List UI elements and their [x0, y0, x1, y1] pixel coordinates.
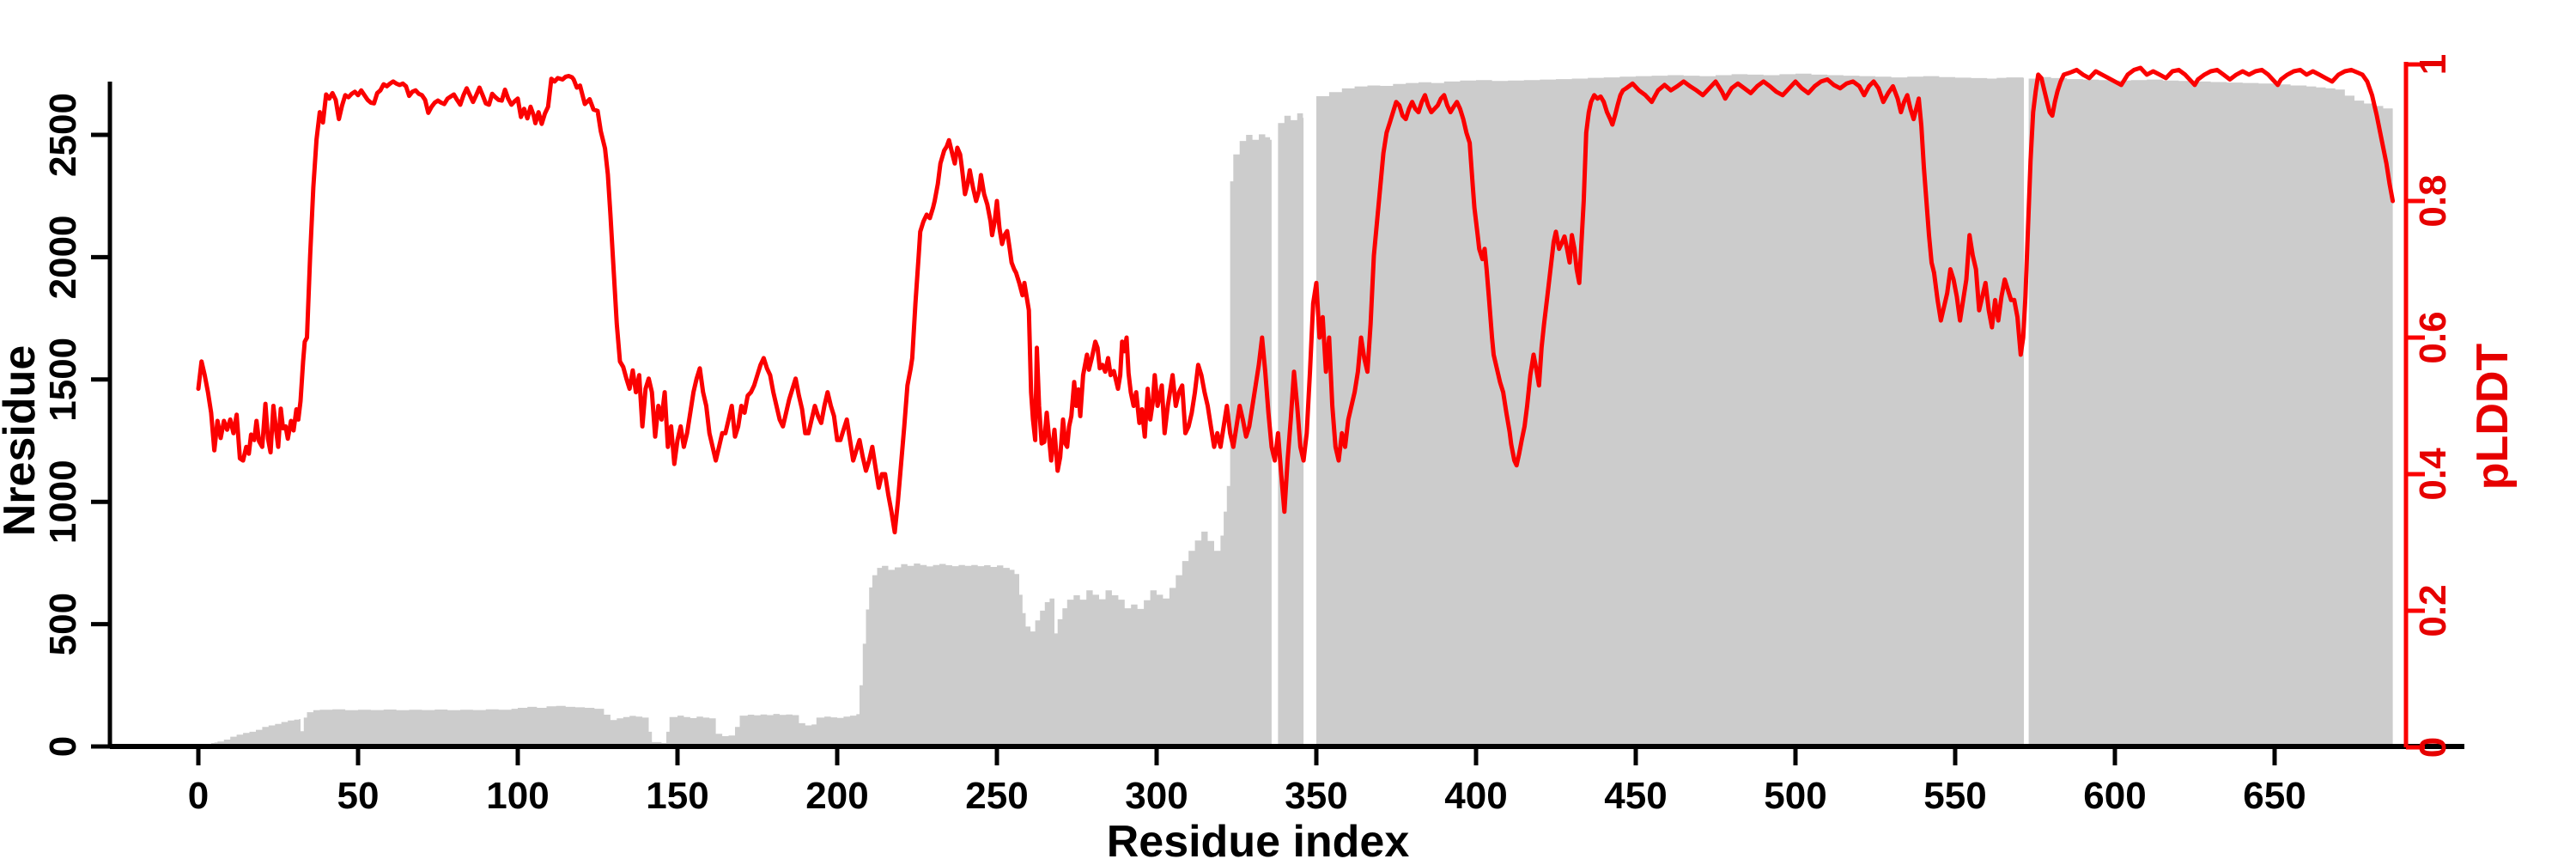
- x-tick-label: 500: [1764, 775, 1826, 817]
- x-tick-label: 0: [188, 775, 209, 817]
- right-tick-label: 0.2: [2412, 584, 2454, 637]
- right-axis: 0 0.2 0.4 0.6 0.8 1 pLDDT: [2403, 54, 2518, 758]
- x-tick-label: 300: [1125, 775, 1188, 817]
- x-tick-label: 50: [337, 775, 380, 817]
- left-tick-label: 500: [42, 593, 84, 655]
- right-tick-label: 1: [2412, 54, 2454, 75]
- right-axis-title: pLDDT: [2468, 344, 2518, 490]
- x-tick-label: 200: [805, 775, 868, 817]
- left-axis-title: Nresidue: [0, 345, 45, 537]
- left-tick-label: 2500: [42, 93, 84, 177]
- bottom-axis: 0 50 100 150 200 250 300 350 400 450 500 550 600 650 …: [110, 744, 2464, 859]
- x-tick-label: 400: [1444, 775, 1507, 817]
- x-axis-title: Residue index: [1107, 817, 1410, 859]
- x-tick-label: 250: [965, 775, 1028, 817]
- right-tick-label: 0: [2412, 737, 2454, 758]
- x-tick-label: 350: [1285, 775, 1347, 817]
- x-tick-label: 450: [1604, 775, 1667, 817]
- right-tick-label: 0.8: [2412, 174, 2454, 227]
- x-tick-label: 150: [646, 775, 708, 817]
- x-tick-label: 100: [486, 775, 549, 817]
- left-tick-label: 1500: [42, 338, 84, 422]
- x-tick-label: 650: [2243, 775, 2306, 817]
- right-tick-label: 0.4: [2412, 448, 2454, 501]
- plddt-line: [196, 65, 2396, 535]
- bottom-axis-ticks: 0 50 100 150 200 250 300 350 400 450 500 550 600 650: [188, 746, 2306, 817]
- x-tick-label: 600: [2083, 775, 2146, 817]
- x-tick-label: 550: [1923, 775, 1986, 817]
- left-tick-label: 1000: [42, 460, 84, 544]
- left-tick-label: 0: [42, 736, 84, 757]
- left-axis: 0 500 1000 1500 2000 2500 Nresidue: [0, 82, 112, 757]
- right-tick-label: 0.6: [2412, 311, 2454, 363]
- left-tick-label: 2000: [42, 215, 84, 299]
- left-axis-ticks: 0 500 1000 1500 2000 2500: [42, 93, 110, 757]
- right-axis-ticks: 0 0.2 0.4 0.6 0.8 1: [2406, 54, 2454, 758]
